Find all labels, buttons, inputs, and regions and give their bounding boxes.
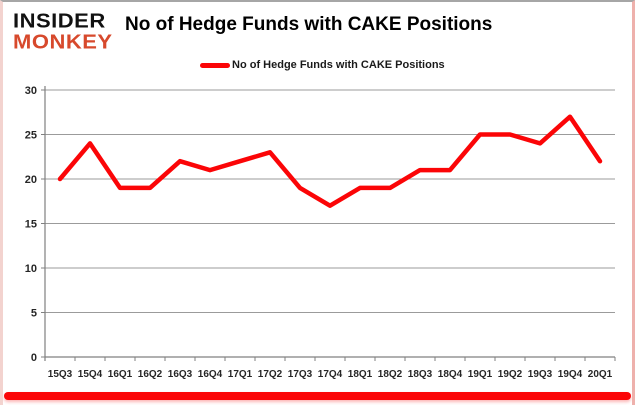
x-tick-label: 18Q1 [348,369,373,380]
x-tick-label: 15Q3 [48,369,73,380]
x-tick-label: 19Q2 [498,369,523,380]
x-tick-label: 19Q4 [558,369,583,380]
y-tick-label: 15 [25,219,37,231]
legend-line-swatch [200,62,230,68]
legend-label: No of Hedge Funds with CAKE Positions [232,59,445,71]
x-tick-label: 17Q1 [228,369,253,380]
bottom-accent-bar [4,392,631,400]
x-tick-label: 16Q3 [168,369,193,380]
y-tick-label: 0 [31,352,37,364]
x-tick-label: 15Q4 [78,369,103,380]
y-tick-label: 5 [31,308,37,320]
x-tick-label: 17Q2 [258,369,283,380]
logo-text-monkey: MONKEY [13,30,113,54]
y-tick-label: 10 [25,263,37,275]
line-chart: 0 5 10 15 20 25 30 15Q3 15Q4 16Q1 16Q2 16Q3 16Q4 17Q1… [25,85,616,380]
x-tick-label: 19Q1 [468,369,493,380]
y-tick-label: 25 [25,130,37,142]
x-tick-label: 17Q4 [318,369,343,380]
y-tick-label: 30 [25,85,37,97]
x-tick-label: 18Q3 [408,369,433,380]
x-tick-label: 19Q3 [528,369,553,380]
x-tick-label: 16Q2 [138,369,163,380]
x-tick-label: 16Q4 [198,369,223,380]
x-tick-label: 20Q1 [588,369,613,380]
logo-text-insider: INSIDER [13,9,106,33]
chart-title: No of Hedge Funds with CAKE Positions [125,14,493,35]
x-tick-label: 17Q3 [288,369,313,380]
insider-monkey-logo: INSIDER MONKEY [13,11,113,54]
x-tick-label: 18Q4 [438,369,463,380]
x-tick-label: 16Q1 [108,369,133,380]
y-tick-label: 20 [25,174,37,186]
x-tick-label: 18Q2 [378,369,403,380]
legend: No of Hedge Funds with CAKE Positions [200,58,445,72]
data-line-series [57,114,603,208]
